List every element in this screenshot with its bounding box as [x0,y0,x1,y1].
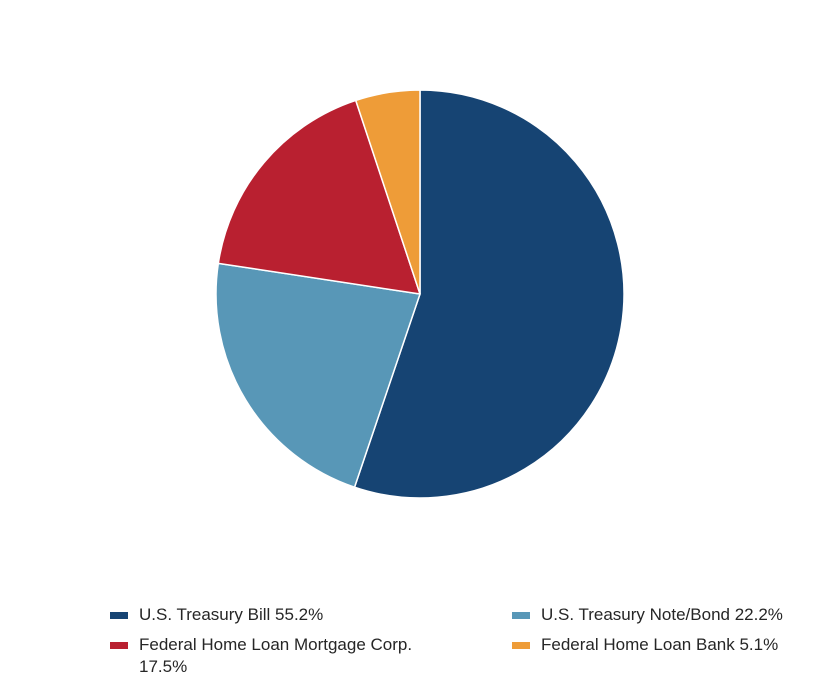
legend-swatch [512,612,530,619]
pie-slice-treasury-bill [353,89,625,499]
legend-swatch [110,612,128,619]
pie-slice-treasury-note-bond [215,262,421,488]
legend-swatch [110,642,128,649]
legend-label: U.S. Treasury Bill 55.2% [139,605,324,624]
legend-item-fhlmc: Federal Home Loan Mortgage Corp. 17.5% [110,634,512,678]
legend: U.S. Treasury Bill 55.2% U.S. Treasury N… [110,604,830,678]
legend-label: Federal Home Loan Bank 5.1% [541,635,779,654]
legend-label: Federal Home Loan Mortgage Corp. 17.5% [139,635,413,676]
pie-slice-fhlmc [217,99,421,295]
legend-item-treasury-bill: U.S. Treasury Bill 55.2% [110,604,512,626]
legend-item-treasury-note-bond: U.S. Treasury Note/Bond 22.2% [512,604,830,626]
legend-item-fhlb: Federal Home Loan Bank 5.1% [512,634,830,678]
legend-swatch [512,642,530,649]
pie-slice-fhlb [354,89,421,295]
legend-label: U.S. Treasury Note/Bond 22.2% [541,605,783,624]
